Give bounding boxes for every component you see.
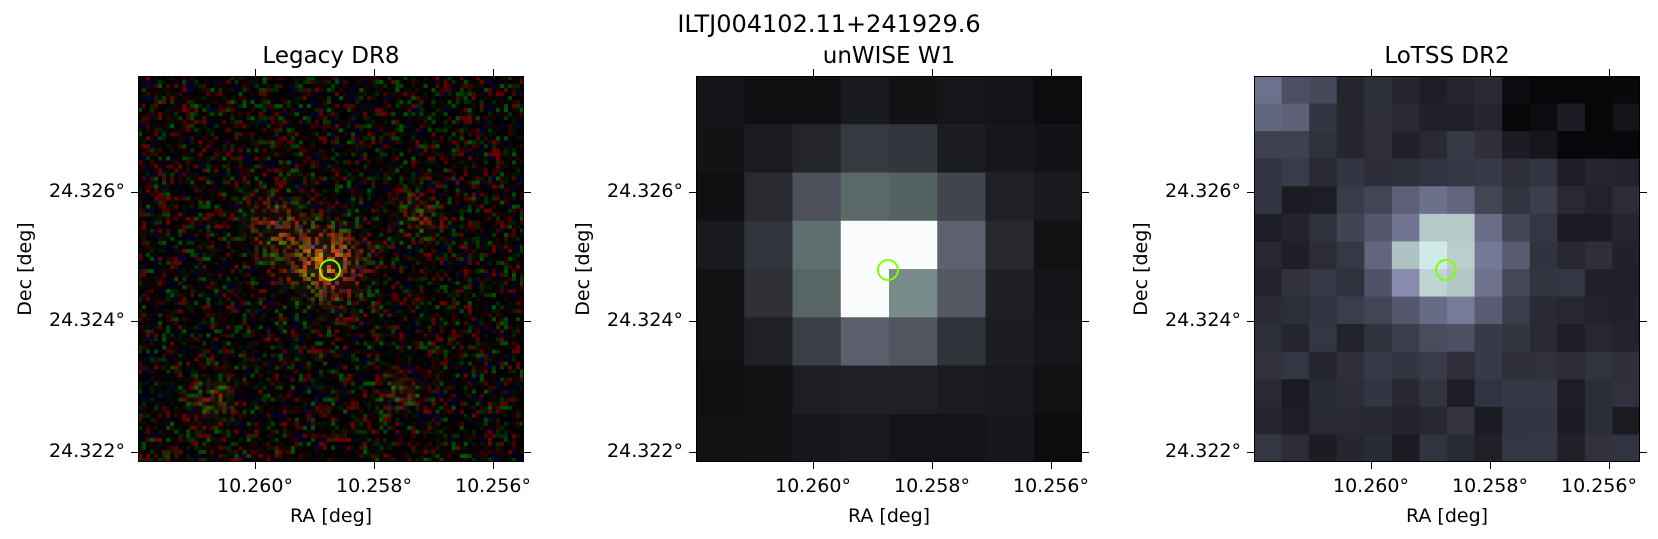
panel-legacy: Legacy DR8 Dec [deg] 24.326° 24.324° 24.… — [0, 0, 552, 539]
y-tick-label: 24.326° — [49, 180, 125, 202]
y-tick-label: 24.322° — [49, 440, 125, 462]
y-tick-label: 24.324° — [49, 309, 125, 331]
lotss-image — [1254, 76, 1640, 462]
x-tick-label: 10.256° — [1013, 475, 1089, 497]
source-marker-icon — [319, 259, 341, 281]
panel-unwise: unWISE W1 Dec [deg] 24.326° 24.324° 24.3… — [552, 0, 1104, 539]
x-tick-label: 10.260° — [775, 475, 851, 497]
y-axis-label: Dec [deg] — [1130, 222, 1152, 316]
x-tick-label: 10.256° — [1561, 475, 1637, 497]
y-tick-label: 24.322° — [607, 440, 683, 462]
x-axis-label: RA [deg] — [847, 505, 931, 527]
y-axis-label: Dec [deg] — [14, 222, 36, 316]
panel-lotss: LoTSS DR2 Dec [deg] 24.326° 24.324° 24.3… — [1104, 0, 1658, 539]
x-tick-label: 10.258° — [336, 475, 412, 497]
x-tick-label: 10.260° — [217, 475, 293, 497]
figure-title: ILTJ004102.11+241929.6 — [677, 10, 981, 38]
panel-title: unWISE W1 — [822, 43, 956, 69]
source-marker-icon — [877, 259, 899, 281]
panel-title: LoTSS DR2 — [1384, 43, 1510, 69]
x-tick-label: 10.256° — [455, 475, 531, 497]
y-tick-label: 24.326° — [607, 180, 683, 202]
x-axis-label: RA [deg] — [1405, 505, 1489, 527]
x-axis-label: RA [deg] — [289, 505, 373, 527]
y-tick-label: 24.322° — [1165, 440, 1241, 462]
y-tick-label: 24.324° — [607, 309, 683, 331]
source-marker-icon — [1435, 259, 1457, 281]
x-tick-label: 10.260° — [1333, 475, 1409, 497]
x-tick-label: 10.258° — [894, 475, 970, 497]
y-tick-label: 24.326° — [1165, 180, 1241, 202]
y-axis-label: Dec [deg] — [572, 222, 594, 316]
x-tick-label: 10.258° — [1452, 475, 1528, 497]
unwise-image — [696, 76, 1082, 462]
panel-title: Legacy DR8 — [262, 43, 400, 69]
y-tick-label: 24.324° — [1165, 309, 1241, 331]
